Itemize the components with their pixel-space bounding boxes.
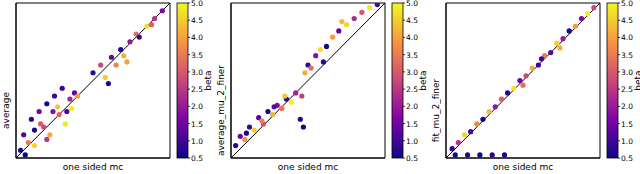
svg-text:2.0: 2.0 xyxy=(621,102,632,111)
svg-text:3.5: 3.5 xyxy=(406,51,418,60)
svg-text:4.5: 4.5 xyxy=(406,16,418,25)
svg-text:1.5: 1.5 xyxy=(406,120,418,129)
svg-text:beta: beta xyxy=(418,70,428,90)
svg-text:beta: beta xyxy=(203,70,213,90)
svg-text:0.5: 0.5 xyxy=(621,154,632,163)
svg-text:2.0: 2.0 xyxy=(406,102,418,111)
svg-text:5.0: 5.0 xyxy=(191,0,203,8)
svg-text:3.5: 3.5 xyxy=(191,51,203,60)
svg-text:4.0: 4.0 xyxy=(406,33,418,42)
svg-text:1.5: 1.5 xyxy=(621,120,632,129)
svg-text:fit_mu_2_finer: fit_mu_2_finer xyxy=(431,78,441,142)
svg-text:5.0: 5.0 xyxy=(406,0,418,8)
svg-text:one sided mc: one sided mc xyxy=(493,162,553,172)
svg-text:one sided mc: one sided mc xyxy=(278,162,338,172)
svg-text:3.0: 3.0 xyxy=(191,68,203,77)
svg-text:1.5: 1.5 xyxy=(191,120,203,129)
svg-text:3.0: 3.0 xyxy=(406,68,418,77)
svg-text:4.5: 4.5 xyxy=(621,16,632,25)
svg-text:1.0: 1.0 xyxy=(621,137,632,146)
svg-text:average: average xyxy=(8,92,11,129)
svg-text:0.5: 0.5 xyxy=(406,154,418,163)
svg-text:2.0: 2.0 xyxy=(191,102,203,111)
svg-text:4.0: 4.0 xyxy=(621,33,632,42)
svg-text:average_mu_2_finer: average_mu_2_finer xyxy=(216,65,226,156)
svg-text:1.0: 1.0 xyxy=(191,137,203,146)
svg-text:one sided mc: one sided mc xyxy=(63,162,123,172)
svg-text:4.0: 4.0 xyxy=(191,33,203,42)
svg-text:3.0: 3.0 xyxy=(621,68,632,77)
svg-text:2.5: 2.5 xyxy=(621,85,632,94)
svg-text:0.5: 0.5 xyxy=(191,154,203,163)
svg-text:4.5: 4.5 xyxy=(191,16,203,25)
svg-text:1.0: 1.0 xyxy=(406,137,418,146)
svg-text:3.5: 3.5 xyxy=(621,51,632,60)
svg-text:5.0: 5.0 xyxy=(621,0,632,8)
svg-text:2.5: 2.5 xyxy=(191,85,203,94)
svg-text:2.5: 2.5 xyxy=(406,85,418,94)
